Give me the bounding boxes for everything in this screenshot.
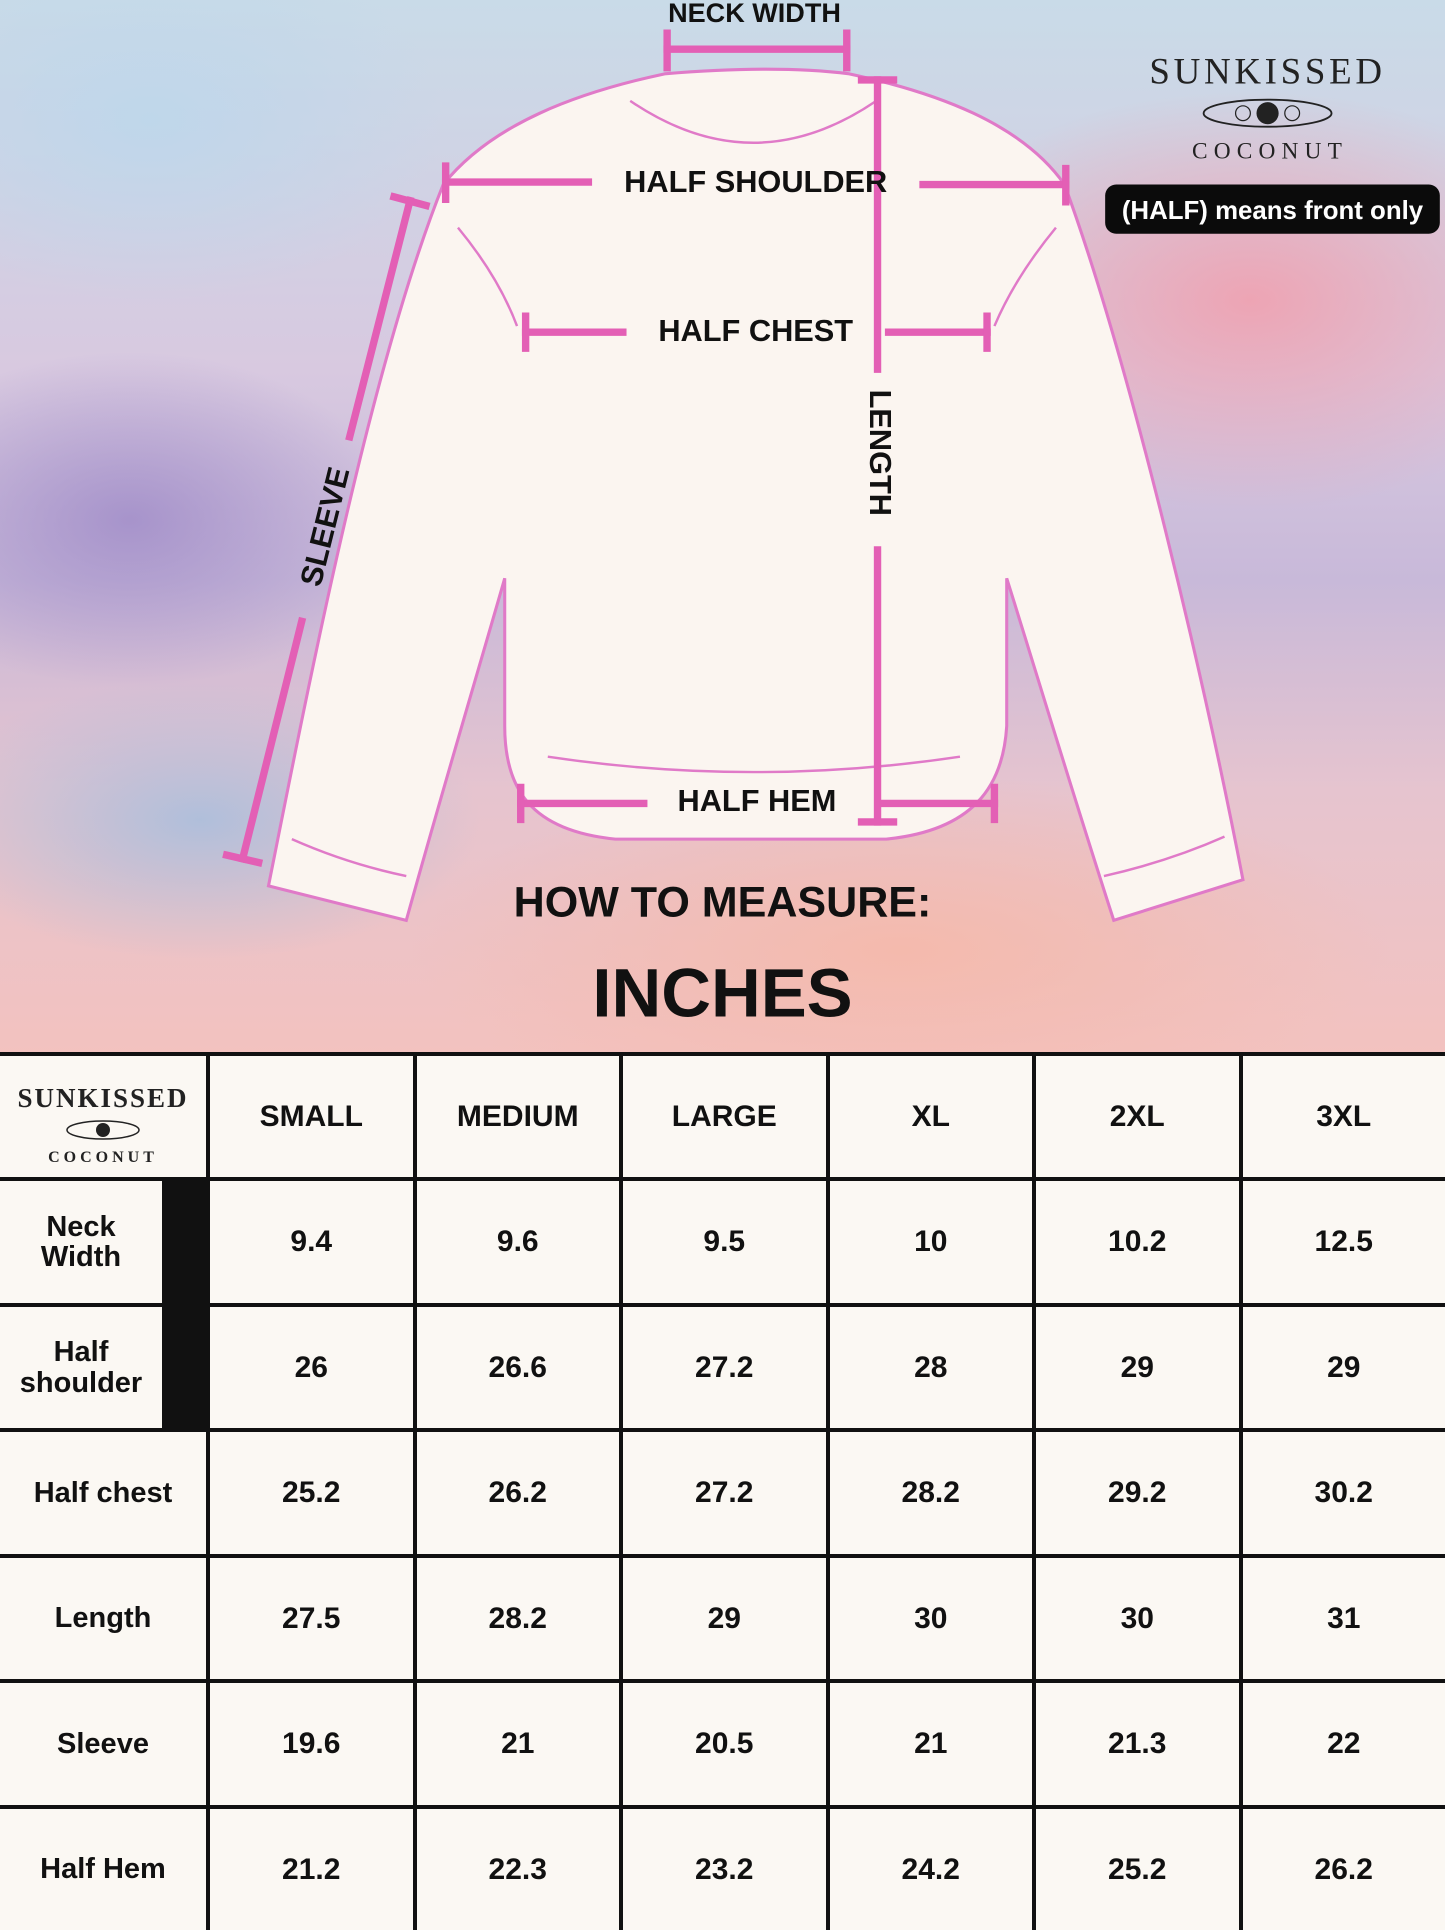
table-cell: 9.6	[416, 1181, 619, 1303]
table-cell: 29	[1242, 1306, 1445, 1429]
size-chart-table: SUNKISSED COCONUT SMALL MEDIUM LARGE XL …	[0, 1052, 1445, 1930]
table-cell: 29	[623, 1557, 826, 1680]
sleeve-line	[222, 192, 431, 867]
table-cell: 29.2	[1036, 1432, 1239, 1554]
row-label: Half chest	[0, 1432, 206, 1554]
table-cell: 9.4	[210, 1181, 413, 1303]
column-header: MEDIUM	[416, 1056, 619, 1178]
table-cell: 21	[829, 1683, 1032, 1805]
half-hem-label: HALF HEM	[678, 783, 837, 818]
note-badge: (HALF) means front only	[1105, 184, 1440, 234]
table-cell: 20.5	[623, 1683, 826, 1805]
table-cell: 10.2	[1036, 1181, 1239, 1303]
table-cell: 24.2	[829, 1808, 1032, 1930]
sweater-illustration	[266, 67, 1245, 923]
table-cell: 10	[829, 1181, 1032, 1303]
table-cell: 30	[829, 1557, 1032, 1680]
hibiscus-surfboard-icon	[66, 1119, 140, 1140]
table-cell: 25.2	[1036, 1808, 1239, 1930]
table-cell: 19.6	[210, 1683, 413, 1805]
svg-text:COCONUT: COCONUT	[48, 1149, 158, 1166]
half-shoulder-label: HALF SHOULDER	[624, 164, 887, 199]
brand-logo: SUNKISSED COCONUT	[1149, 51, 1385, 165]
half-hem-line	[517, 783, 999, 824]
note-badge-text: (HALF) means front only	[1122, 197, 1424, 225]
table-cell: 26.2	[1242, 1808, 1445, 1930]
column-header: XL	[829, 1056, 1032, 1178]
table-cell: 27.5	[210, 1557, 413, 1680]
svg-text:SUNKISSED: SUNKISSED	[17, 1083, 188, 1113]
table-cell: 9.5	[623, 1181, 826, 1303]
table-cell: 28.2	[416, 1557, 619, 1680]
table-cell: 25.2	[210, 1432, 413, 1554]
table-cell: 27.2	[623, 1432, 826, 1554]
how-to-measure-heading: HOW TO MEASURE:	[514, 879, 932, 927]
table-cell: 21.3	[1036, 1683, 1239, 1805]
table-cell: 21.2	[210, 1808, 413, 1930]
half-chest-line	[521, 312, 991, 352]
brand-line2: COCONUT	[1192, 139, 1348, 165]
column-header: 3XL	[1242, 1056, 1445, 1178]
row-label: Sleeve	[0, 1683, 206, 1805]
unit-heading: INCHES	[592, 954, 852, 1031]
half-chest-label: HALF CHEST	[658, 313, 853, 348]
table-cell: 26	[210, 1306, 413, 1429]
table-logo-cell: SUNKISSED COCONUT	[0, 1056, 206, 1178]
length-label: LENGTH	[863, 390, 898, 516]
table-cell: 22.3	[416, 1808, 619, 1930]
brand-line1: SUNKISSED	[1149, 51, 1385, 92]
table-cell: 30	[1036, 1557, 1239, 1680]
hibiscus-surfboard-icon	[1202, 98, 1333, 128]
neck-width-label: NECK WIDTH	[668, 0, 841, 28]
table-cell: 28	[829, 1306, 1032, 1429]
half-shoulder-line	[441, 162, 1070, 206]
table-cell: 21	[416, 1683, 619, 1805]
table-cell: 26.2	[416, 1432, 619, 1554]
column-header: LARGE	[623, 1056, 826, 1178]
table-cell: 29	[1036, 1306, 1239, 1429]
row-label: Half Hem	[0, 1808, 206, 1930]
table-cell: 30.2	[1242, 1432, 1445, 1554]
table-cell: 31	[1242, 1557, 1445, 1680]
table-cell: 23.2	[623, 1808, 826, 1930]
row-label: Neck Width	[0, 1181, 162, 1303]
table-cell: 27.2	[623, 1306, 826, 1429]
table-cell: 22	[1242, 1683, 1445, 1805]
row-label: Half shoulder	[0, 1306, 162, 1429]
table-cell: 28.2	[829, 1432, 1032, 1554]
measurement-diagram: NECK WIDTH HALF SHOULDER HALF CHEST LENG…	[222, 0, 1440, 1031]
table-cell: 26.6	[416, 1306, 619, 1429]
length-line	[857, 76, 898, 826]
table-cell: 12.5	[1242, 1181, 1445, 1303]
brand-logo-small: SUNKISSED COCONUT	[17, 1083, 188, 1166]
neck-width-line	[663, 29, 851, 72]
column-header: SMALL	[210, 1056, 413, 1178]
row-label: Length	[0, 1557, 206, 1680]
column-header: 2XL	[1036, 1056, 1239, 1178]
